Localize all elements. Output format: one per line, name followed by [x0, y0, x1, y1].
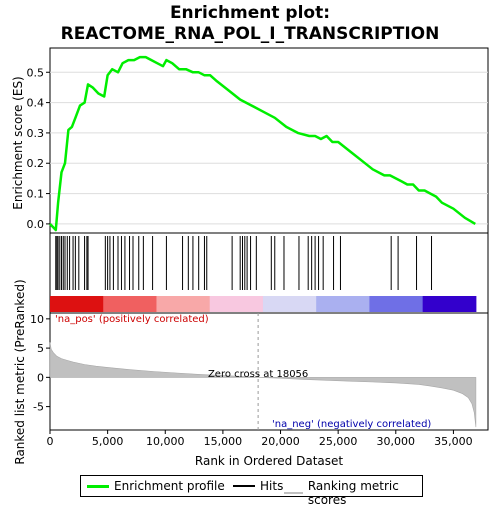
heatmap-band [156, 296, 211, 312]
heatmap-band [262, 296, 317, 312]
x-tick-label: 20,000 [261, 435, 300, 448]
x-axis-label: Rank in Ordered Dataset [195, 454, 343, 468]
metric-y-ticks: 10 5 0 -5 [30, 313, 50, 414]
es-y-tick-label: 0.2 [27, 157, 45, 170]
x-tick-label: 30,000 [377, 435, 416, 448]
es-line [49, 55, 476, 232]
metric-area-group [49, 342, 477, 428]
legend-label-ranking: Ranking metric scores [307, 479, 399, 507]
legend-item-ranking: Ranking metric scores [284, 479, 422, 507]
metric-y-tick-label: 10 [30, 313, 44, 326]
pos-label: 'na_pos' (positively correlated) [55, 314, 209, 325]
legend-label-enrichment: Enrichment profile [114, 479, 225, 493]
heatmap-band [316, 296, 370, 312]
es-y-tick-label: 0.4 [27, 97, 45, 110]
heatmap-band [369, 296, 424, 312]
es-y-tick-label: 0.0 [27, 218, 45, 231]
legend-swatch-ranking [284, 492, 303, 494]
metric-area [49, 342, 477, 428]
neg-label: 'na_neg' (negatively correlated) [272, 419, 431, 430]
es-line-group [49, 55, 476, 232]
heatmap-band [50, 296, 104, 312]
es-panel-frame [49, 47, 489, 234]
es-y-tick-label: 0.3 [27, 127, 45, 140]
hit-lines [55, 236, 433, 290]
zero-cross-label: Zero cross at 18056 [208, 369, 308, 380]
legend-swatch-enrichment [87, 484, 109, 488]
heatmap-band [209, 296, 264, 312]
metric-y-tick-label: -5 [33, 401, 44, 414]
es-y-ticks: 0.0 0.1 0.2 0.3 0.4 0.5 [27, 66, 50, 231]
x-tick-label: 15,000 [204, 435, 243, 448]
x-tick-label: 10,000 [146, 435, 185, 448]
chart-title-line2: REACTOME_RNA_POL_I_TRANSCRIPTION [60, 24, 440, 44]
metric-y-tick-label: 5 [37, 342, 44, 355]
metric-y-tick-label: 0 [37, 371, 44, 384]
es-y-tick-label: 0.1 [27, 188, 45, 201]
x-tick-label: 35,000 [434, 435, 473, 448]
legend: Enrichment profile Hits Ranking metric s… [80, 475, 423, 507]
heatmap-band [422, 296, 477, 312]
legend-item-enrichment: Enrichment profile [87, 479, 225, 493]
x-tick-label: 25,000 [319, 435, 358, 448]
es-grid [50, 71, 488, 225]
es-y-axis-label: Enrichment score (ES) [11, 76, 25, 209]
x-tick-label: 0 [47, 435, 54, 448]
legend-label-hits: Hits [260, 479, 284, 493]
es-y-tick-label: 0.5 [27, 66, 45, 79]
heatmap-bar [50, 296, 477, 312]
x-tick-label: 5,000 [92, 435, 124, 448]
legend-swatch-hits [233, 485, 255, 487]
enrichment-plot: 0.0 0.1 0.2 0.3 0.4 0.5 10 5 0 -5 0 5,000 10,000 15… [11, 47, 489, 468]
metric-panel-frame [49, 312, 489, 431]
heatmap-band [103, 296, 157, 312]
chart-title-line1: Enrichment plot: [169, 3, 331, 23]
metric-y-axis-label: Ranked list metric (PreRanked) [13, 279, 27, 464]
legend-item-hits: Hits [233, 479, 283, 493]
metric-x-ticks: 0 5,000 10,000 15,000 20,000 25,000 30,000 35,0… [47, 430, 473, 448]
